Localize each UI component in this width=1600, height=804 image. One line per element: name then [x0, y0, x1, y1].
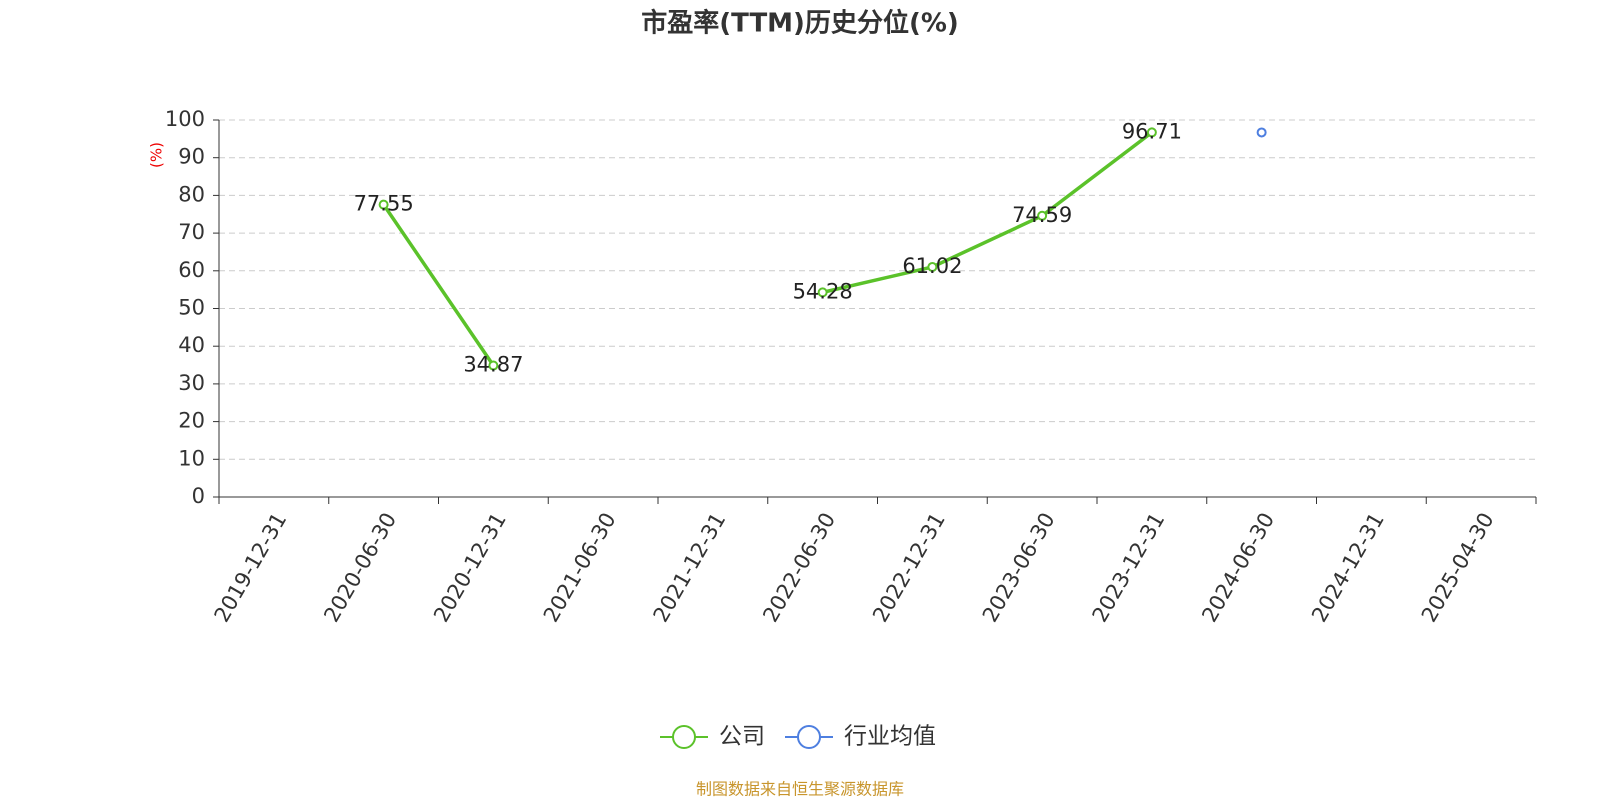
legend-item[interactable]: 行业均值	[785, 724, 936, 750]
x-tick-label: 2023-12-31	[1088, 509, 1170, 627]
y-tick-label: 70	[178, 220, 205, 244]
source-note: 制图数据来自恒生聚源数据库	[696, 780, 904, 799]
point	[1146, 127, 1157, 138]
y-tick-label: 100	[165, 107, 205, 131]
y-tick-label: 10	[178, 446, 205, 470]
point	[817, 287, 828, 298]
x-tick-label: 2020-12-31	[429, 509, 511, 627]
data-label: 77.55	[354, 192, 414, 216]
legend-marker	[797, 725, 821, 749]
chart-title: 市盈率(TTM)历史分位(%)	[641, 8, 959, 39]
x-tick-label: 2021-06-30	[539, 509, 621, 627]
x-tick-label: 2024-12-31	[1307, 509, 1389, 627]
x-tick-label: 2022-06-30	[758, 509, 840, 627]
y-tick-label: 20	[178, 409, 205, 433]
y-tick-label: 60	[178, 258, 205, 282]
y-tick-label: 90	[178, 145, 205, 169]
data-label: 61.02	[902, 254, 962, 278]
series-line	[382, 131, 1153, 367]
data-label: 96.71	[1122, 119, 1182, 143]
x-tick-label: 2021-12-31	[649, 509, 731, 627]
data-label: 54.28	[793, 279, 853, 303]
x-tick-label: 2020-06-30	[319, 509, 401, 627]
point	[378, 199, 389, 210]
legend-marker	[672, 725, 696, 749]
x-tick-label: 2019-12-31	[210, 509, 292, 627]
x-tick-label: 2024-06-30	[1197, 509, 1279, 627]
y-axis-label: (%)	[148, 142, 166, 168]
y-tick-label: 30	[178, 371, 205, 395]
point	[927, 261, 938, 272]
legend-label: 行业均值	[844, 724, 936, 750]
point	[488, 360, 499, 371]
data-label: 34.87	[463, 353, 523, 377]
x-tick-label: 2022-12-31	[868, 509, 950, 627]
x-tick-label: 2023-06-30	[978, 509, 1060, 627]
y-tick-label: 80	[178, 182, 205, 206]
point	[1256, 127, 1267, 138]
data-label: 74.59	[1012, 203, 1072, 227]
x-tick-label: 2025-04-30	[1417, 509, 1499, 627]
y-tick-label: 0	[192, 484, 205, 508]
y-tick-label: 50	[178, 296, 205, 320]
legend-label: 公司	[719, 724, 765, 750]
point	[1037, 210, 1048, 221]
y-tick-label: 40	[178, 333, 205, 357]
legend-item[interactable]: 公司	[660, 724, 765, 750]
